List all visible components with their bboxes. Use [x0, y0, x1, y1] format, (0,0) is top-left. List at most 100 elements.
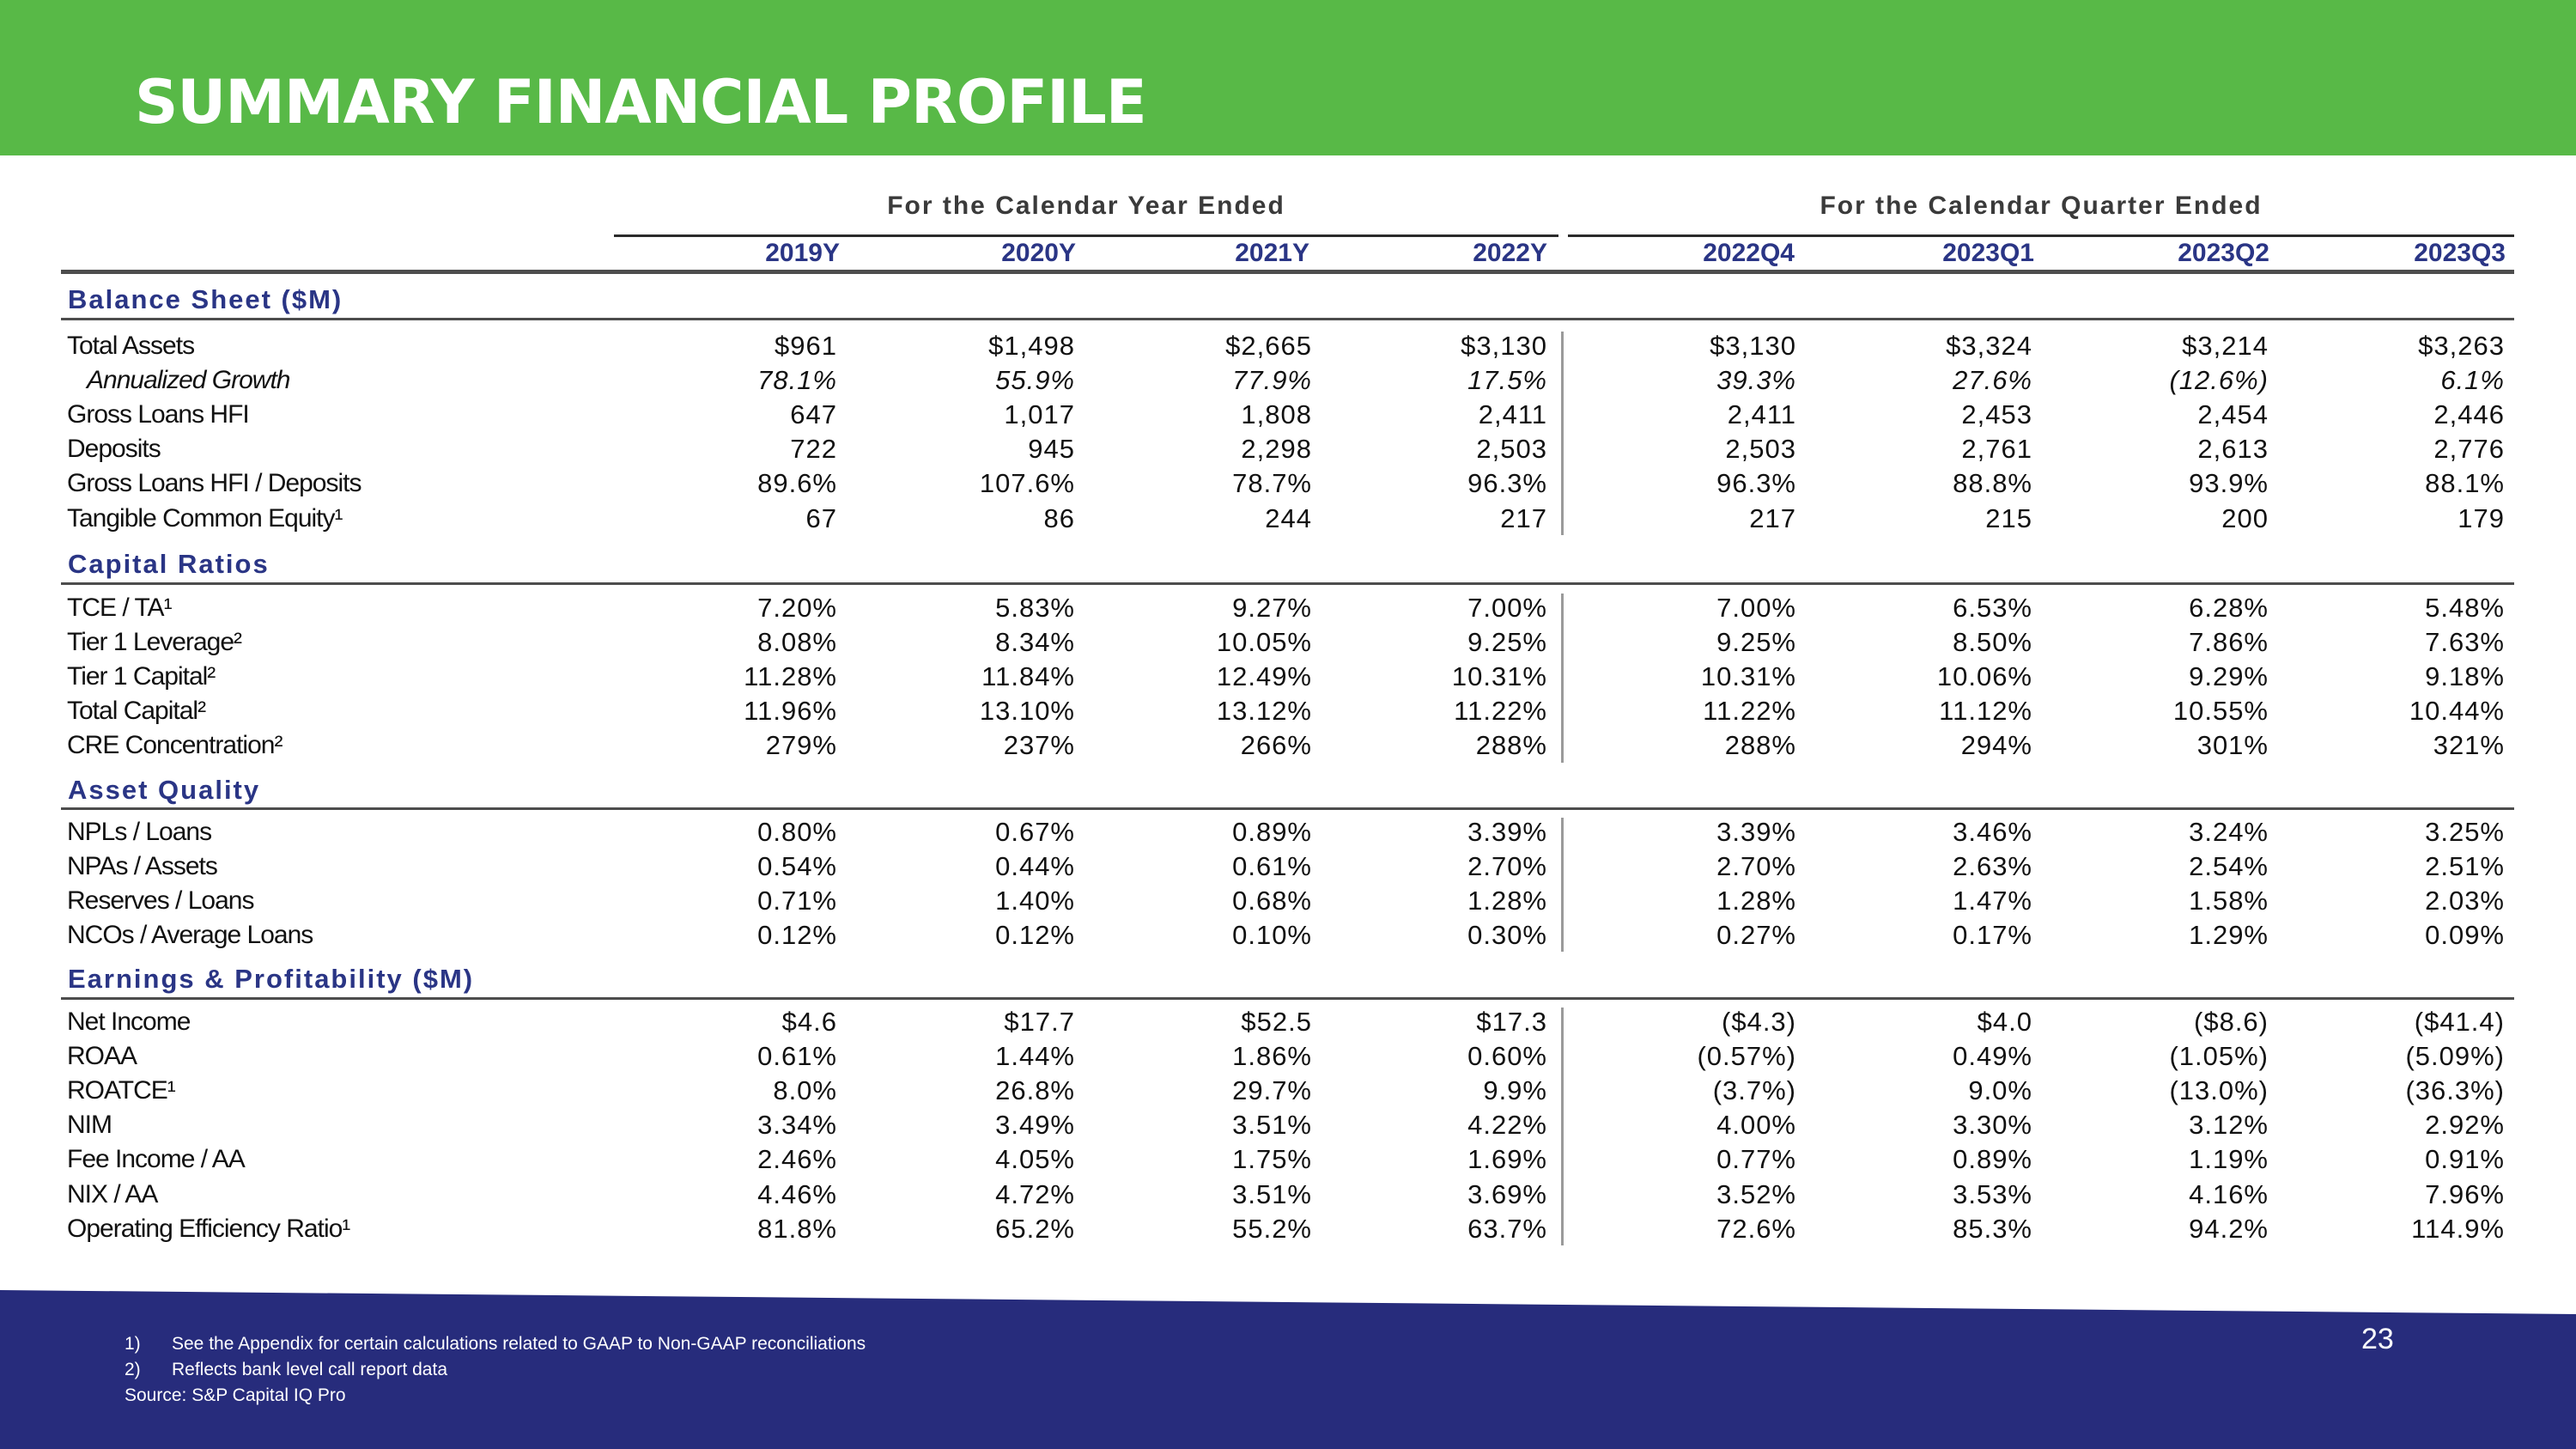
table-cell: 266%: [1240, 730, 1312, 760]
table-cell: 2.92%: [2425, 1110, 2505, 1140]
table-cell: (13.0%): [2169, 1075, 2269, 1105]
annual-quarterly-separator: [1561, 332, 1564, 535]
table-cell: 9.27%: [1232, 593, 1312, 623]
table-cell: 0.68%: [1232, 886, 1312, 916]
table-cell: 288%: [1475, 730, 1547, 760]
column-header-2023q2: 2023Q2: [2178, 239, 2269, 267]
table-cell: 8.34%: [995, 627, 1075, 657]
table-cell: 85.3%: [1953, 1214, 2032, 1244]
section-title: Capital Ratios: [68, 549, 270, 579]
table-cell: 0.61%: [757, 1041, 837, 1071]
table-cell: (12.6%): [2169, 365, 2269, 395]
table-cell: 1.28%: [1716, 886, 1796, 916]
table-cell: (5.09%): [2405, 1041, 2505, 1071]
row-label: ROAA: [67, 1042, 137, 1070]
table-cell: 13.10%: [979, 696, 1075, 726]
table-cell: 0.09%: [2425, 920, 2505, 950]
table-cell: 0.12%: [995, 920, 1075, 950]
table-cell: 2.51%: [2425, 851, 2505, 881]
footnote-number: 2): [125, 1360, 141, 1379]
section-rule: [61, 997, 2514, 1000]
annual-quarterly-separator: [1561, 594, 1564, 763]
table-cell: 65.2%: [995, 1214, 1075, 1244]
row-label: Tier 1 Leverage²: [67, 628, 242, 656]
table-cell: 8.50%: [1953, 627, 2032, 657]
table-cell: 2,446: [2433, 399, 2505, 429]
table-cell: (36.3%): [2405, 1075, 2505, 1105]
table-cell: 7.00%: [1467, 593, 1547, 623]
table-cell: 55.2%: [1232, 1214, 1312, 1244]
table-cell: 301%: [2196, 730, 2269, 760]
table-cell: 3.46%: [1953, 817, 2032, 847]
table-cell: 2.46%: [757, 1144, 837, 1174]
table-cell: 3.51%: [1232, 1110, 1312, 1140]
table-cell: 321%: [2433, 730, 2505, 760]
table-cell: 0.67%: [995, 817, 1075, 847]
table-cell: 0.12%: [757, 920, 837, 950]
table-cell: 2,454: [2197, 399, 2269, 429]
table-cell: 1,808: [1241, 399, 1312, 429]
table-cell: 72.6%: [1716, 1214, 1796, 1244]
table-cell: 2,503: [1476, 434, 1547, 464]
table-cell: 9.9%: [1483, 1075, 1547, 1105]
row-label: Reserves / Loans: [67, 886, 254, 915]
section-rule: [61, 582, 2514, 585]
table-cell: 10.55%: [2172, 696, 2269, 726]
table-cell: 4.00%: [1716, 1110, 1796, 1140]
row-label: Tier 1 Capital²: [67, 662, 216, 691]
column-header-2022q4: 2022Q4: [1703, 239, 1795, 267]
table-cell: 0.77%: [1716, 1144, 1796, 1174]
table-cell: $3,263: [2418, 331, 2505, 361]
table-cell: 9.25%: [1716, 627, 1796, 657]
row-label: NCOs / Average Loans: [67, 921, 313, 949]
table-cell: 0.89%: [1953, 1144, 2032, 1174]
table-cell: 3.34%: [757, 1110, 837, 1140]
table-cell: 88.8%: [1953, 468, 2032, 498]
table-cell: 3.51%: [1232, 1179, 1312, 1209]
table-cell: 0.54%: [757, 851, 837, 881]
table-cell: 2,776: [2433, 434, 2505, 464]
row-label: Total Assets: [67, 332, 195, 360]
table-cell: 1.75%: [1232, 1144, 1312, 1174]
table-cell: 0.60%: [1467, 1041, 1547, 1071]
section-title: Asset Quality: [68, 775, 261, 805]
row-label: NPAs / Assets: [67, 852, 218, 880]
table-cell: 3.30%: [1953, 1110, 2032, 1140]
table-cell: ($4.3): [1722, 1007, 1796, 1037]
table-cell: 29.7%: [1232, 1075, 1312, 1105]
table-cell: 11.22%: [1703, 696, 1796, 726]
table-cell: $4.6: [781, 1007, 837, 1037]
section-rule: [61, 318, 2514, 320]
table-cell: ($8.6): [2194, 1007, 2269, 1037]
table-cell: $3,324: [1946, 331, 2032, 361]
quarterly-group-rule: [1568, 234, 2514, 237]
table-cell: 11.12%: [1939, 696, 2032, 726]
table-cell: 2.63%: [1953, 851, 2032, 881]
table-cell: 11.84%: [981, 661, 1075, 691]
table-cell: 9.25%: [1467, 627, 1547, 657]
table-cell: $2,665: [1225, 331, 1312, 361]
table-cell: $1,498: [988, 331, 1075, 361]
table-cell: 78.7%: [1232, 468, 1312, 498]
table-cell: 2,298: [1241, 434, 1312, 464]
table-cell: 0.44%: [995, 851, 1075, 881]
row-label: Gross Loans HFI / Deposits: [67, 469, 361, 497]
column-header-2021y: 2021Y: [1235, 239, 1309, 267]
table-cell: 3.12%: [2189, 1110, 2269, 1140]
table-cell: 945: [1028, 434, 1075, 464]
table-cell: 1.86%: [1232, 1041, 1312, 1071]
table-cell: 9.18%: [2425, 661, 2505, 691]
table-cell: $4.0: [1977, 1007, 2032, 1037]
footnote-text: Reflects bank level call report data: [172, 1360, 447, 1379]
annual-group-rule: [614, 234, 1558, 237]
table-cell: 647: [790, 399, 837, 429]
table-cell: 8.08%: [757, 627, 837, 657]
row-label: Annualized Growth: [87, 366, 290, 394]
table-cell: 3.39%: [1467, 817, 1547, 847]
table-cell: 200: [2221, 503, 2269, 533]
row-label: Tangible Common Equity¹: [67, 504, 343, 533]
table-cell: 93.9%: [2189, 468, 2269, 498]
table-cell: 1.19%: [2189, 1144, 2269, 1174]
footer-band: [0, 1290, 2576, 1449]
column-header-2023q1: 2023Q1: [1942, 239, 2034, 267]
